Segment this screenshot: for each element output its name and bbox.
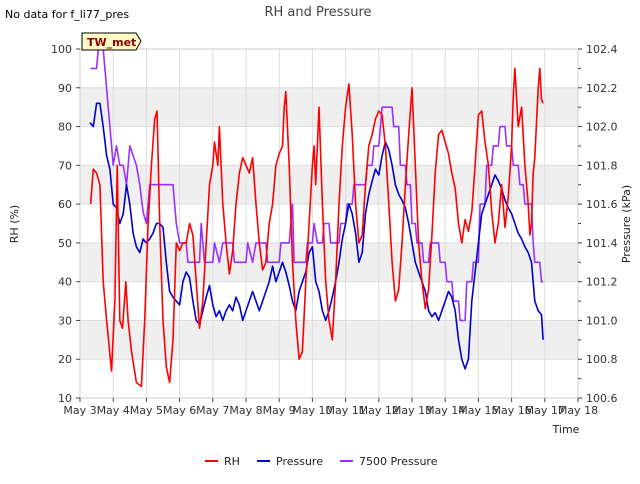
legend: RH Pressure 7500 Pressure bbox=[205, 455, 438, 468]
y-right-tick-label: 101.2 bbox=[586, 276, 618, 289]
legend-label-pressure: Pressure bbox=[276, 455, 323, 468]
y-right-tick-label: 101.0 bbox=[586, 314, 618, 327]
x-tick-label: May 18 bbox=[558, 404, 598, 417]
grid-band bbox=[80, 87, 578, 127]
x-tick-label: May 8 bbox=[229, 404, 262, 417]
x-tick-label: May 15 bbox=[458, 404, 498, 417]
x-tick-label: May 11 bbox=[325, 404, 365, 417]
y-right-tick-label: 100.6 bbox=[586, 392, 618, 405]
site-badge: TW_met bbox=[81, 32, 142, 51]
series-line-pressure bbox=[89, 102, 544, 370]
y-axis-left-label: RH (%) bbox=[8, 205, 21, 243]
legend-label-7500-pressure: 7500 Pressure bbox=[359, 455, 438, 468]
x-tick-label: May 10 bbox=[292, 404, 332, 417]
y-left-tick-label: 70 bbox=[58, 159, 72, 172]
y-left-tick-label: 60 bbox=[58, 198, 72, 211]
x-tick-label: May 14 bbox=[425, 404, 465, 417]
x-tick-label: May 9 bbox=[263, 404, 296, 417]
x-tick-label: May 5 bbox=[130, 404, 163, 417]
grid-band bbox=[80, 242, 578, 282]
x-tick-label: May 6 bbox=[163, 404, 196, 417]
y-right-tick-label: 102.0 bbox=[586, 121, 618, 134]
no-data-note: No data for f_li77_pres bbox=[5, 8, 129, 21]
grid-band bbox=[80, 320, 578, 360]
x-tick-label: May 7 bbox=[196, 404, 229, 417]
y-right-tick-label: 101.6 bbox=[586, 198, 618, 211]
y-left-tick-label: 90 bbox=[58, 82, 72, 95]
y-right-tick-label: 101.4 bbox=[586, 237, 618, 250]
chart-title: RH and Pressure bbox=[264, 5, 371, 20]
y-left-tick-label: 80 bbox=[58, 121, 72, 134]
y-right-tick-label: 100.8 bbox=[586, 353, 618, 366]
x-tick-label: May 17 bbox=[525, 404, 565, 417]
y-left-tick-label: 40 bbox=[58, 276, 72, 289]
y-axis-right-label: Pressure (kPa) bbox=[620, 185, 633, 263]
x-tick-label: May 16 bbox=[491, 404, 531, 417]
y-left-tick-label: 50 bbox=[58, 237, 72, 250]
y-right-tick-label: 102.4 bbox=[586, 43, 618, 56]
x-tick-label: May 4 bbox=[97, 404, 130, 417]
y-right-tick-label: 101.8 bbox=[586, 159, 618, 172]
series-line-rh bbox=[89, 67, 544, 388]
x-tick-label: May 12 bbox=[359, 404, 399, 417]
y-left-tick-label: 20 bbox=[58, 353, 72, 366]
x-tick-label: May 13 bbox=[392, 404, 432, 417]
y-left-tick-label: 100 bbox=[51, 43, 72, 56]
x-axis-label: Time bbox=[552, 423, 580, 436]
x-tick-label: May 3 bbox=[63, 404, 96, 417]
y-left-tick-label: 30 bbox=[58, 314, 72, 327]
y-left-tick-label: 10 bbox=[58, 392, 72, 405]
site-badge-label: TW_met bbox=[87, 36, 136, 49]
y-right-tick-label: 102.2 bbox=[586, 82, 618, 95]
legend-label-rh: RH bbox=[224, 455, 240, 468]
